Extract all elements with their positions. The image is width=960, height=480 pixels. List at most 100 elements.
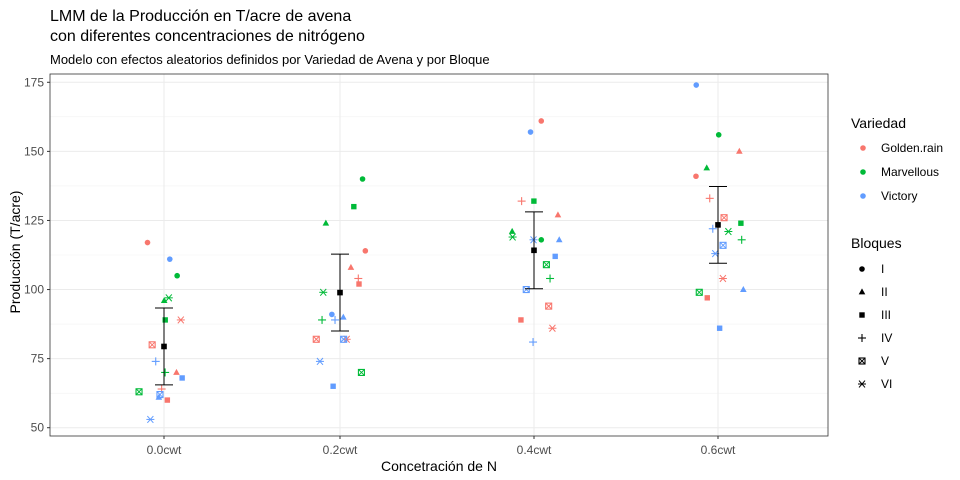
- point-marvellous-i: [359, 176, 366, 182]
- point-victory-iv: [529, 338, 538, 347]
- x-tick-label: 0.2cwt: [323, 443, 358, 457]
- point-golden-rain-i: [362, 248, 369, 254]
- legend-key-triangle: [858, 288, 866, 295]
- legend-key-circle: [860, 193, 866, 199]
- point-marvellous-i: [715, 131, 722, 138]
- x-tick-label: 0.6cwt: [701, 443, 736, 457]
- point-golden-rain-ii: [173, 368, 180, 375]
- legend-bloques-item: I: [859, 262, 884, 276]
- legend-bloques-label: VI: [881, 377, 892, 391]
- point-victory-ii: [555, 236, 563, 243]
- point-golden-rain-vi: [176, 316, 185, 324]
- point-golden-rain-iv: [517, 197, 526, 206]
- legend-variedad-label: Golden.rain: [881, 141, 943, 155]
- point-golden-rain-v: [545, 302, 553, 310]
- legend-bloques-item: II: [858, 285, 888, 299]
- legend-key-plus: [858, 334, 866, 342]
- point-marvellous-vi: [724, 227, 733, 236]
- point-victory-i: [693, 82, 700, 88]
- y-tick-label: 150: [24, 144, 44, 158]
- legend-variedad-title: Variedad: [851, 115, 906, 131]
- legend-bloques-label: IV: [881, 331, 892, 345]
- point-victory-v: [522, 285, 530, 294]
- point-marvellous-v: [357, 368, 365, 376]
- legend-key-circle: [860, 145, 866, 151]
- point-golden-rain-i: [693, 173, 699, 180]
- point-marvellous-v: [135, 388, 143, 396]
- legend-bloques-label: I: [881, 262, 884, 276]
- point-marvellous-iv: [318, 315, 327, 324]
- chart-title-line1: LMM de la Producción en T/acre de avena: [50, 8, 351, 25]
- chart-subtitle: Modelo con efectos aleatorios definidos …: [50, 52, 490, 67]
- point-victory-ii: [740, 285, 747, 292]
- point-marvellous-i: [538, 237, 545, 243]
- point-marvellous-ii: [160, 296, 168, 303]
- mean-marker: [337, 289, 343, 296]
- point-marvellous-iii: [738, 220, 744, 226]
- point-marvellous-vi: [164, 294, 173, 302]
- legend-variedad-label: Victory: [881, 189, 917, 203]
- point-marvellous-i: [174, 272, 180, 279]
- point-marvellous-iv: [737, 235, 746, 244]
- point-marvellous-v: [695, 288, 703, 296]
- mean-errorbar: [525, 211, 543, 290]
- point-marvellous-v: [542, 261, 550, 269]
- point-golden-rain-v: [720, 214, 728, 222]
- legend-variedad-item: Marvellous: [860, 165, 939, 179]
- legend-bloques-label: II: [881, 285, 888, 299]
- mean-marker: [715, 222, 721, 228]
- point-golden-rain-ii: [736, 147, 743, 154]
- point-marvellous-iii: [162, 317, 168, 323]
- point-victory-iii: [552, 253, 558, 260]
- point-marvellous-ii: [322, 219, 330, 226]
- y-tick-label: 50: [31, 421, 45, 435]
- point-marvellous-iv: [161, 368, 170, 377]
- mean-ci-layer: [155, 185, 727, 386]
- y-tick-label: 75: [31, 352, 45, 366]
- point-golden-rain-iv: [354, 274, 363, 283]
- mean-errorbar: [709, 185, 727, 264]
- point-marvellous-vi: [319, 288, 328, 297]
- point-marvellous-iii: [351, 203, 357, 210]
- legend-bloques-label: III: [881, 308, 891, 322]
- legend-variedad-label: Marvellous: [881, 165, 939, 179]
- y-tick-label: 175: [24, 75, 44, 89]
- point-victory-ii: [340, 313, 347, 320]
- y-axis-title: Producción (T/acre): [7, 191, 23, 314]
- point-golden-rain-iii: [704, 295, 710, 301]
- legend-bloques-item: IV: [858, 331, 892, 345]
- point-golden-rain-iii: [518, 317, 524, 323]
- point-golden-rain-ii: [347, 263, 355, 270]
- point-victory-i: [329, 311, 335, 318]
- legend-key-square-x: [858, 357, 866, 365]
- legend-key-square: [859, 312, 865, 318]
- point-golden-rain-vi: [548, 324, 557, 332]
- legend-bloques-label: V: [881, 354, 889, 368]
- legend-key-circle: [860, 169, 866, 175]
- point-victory-ii: [155, 393, 163, 400]
- x-tick-label: 0.0cwt: [147, 443, 182, 457]
- point-victory-v: [719, 241, 727, 249]
- legend-variedad: Golden.rain Marvellous Victory: [860, 141, 943, 203]
- point-marvellous-iv: [546, 274, 555, 283]
- point-marvellous-ii: [703, 164, 711, 171]
- legend-variedad-item: Victory: [860, 189, 917, 203]
- legend-variedad-item: Golden.rain: [860, 141, 943, 155]
- y-tick-label: 100: [24, 283, 44, 297]
- legend-bloques-item: V: [858, 354, 889, 368]
- point-victory-vi: [315, 357, 324, 366]
- point-victory-iv: [708, 224, 717, 233]
- legend-bloques-title: Bloques: [851, 235, 902, 251]
- point-victory-iii: [179, 375, 185, 381]
- point-golden-rain-iii: [356, 281, 362, 287]
- mean-errorbar: [331, 253, 349, 332]
- x-axis: 0.0cwt 0.2cwt 0.4cwt 0.6cwt: [147, 436, 736, 457]
- point-golden-rain-iv: [705, 194, 714, 203]
- point-marvellous-vi: [508, 233, 517, 241]
- data-points: [135, 82, 747, 424]
- y-tick-label: 125: [24, 213, 44, 227]
- point-victory-iii: [330, 383, 336, 389]
- panel-border: [49, 73, 829, 437]
- point-victory-i: [166, 256, 173, 262]
